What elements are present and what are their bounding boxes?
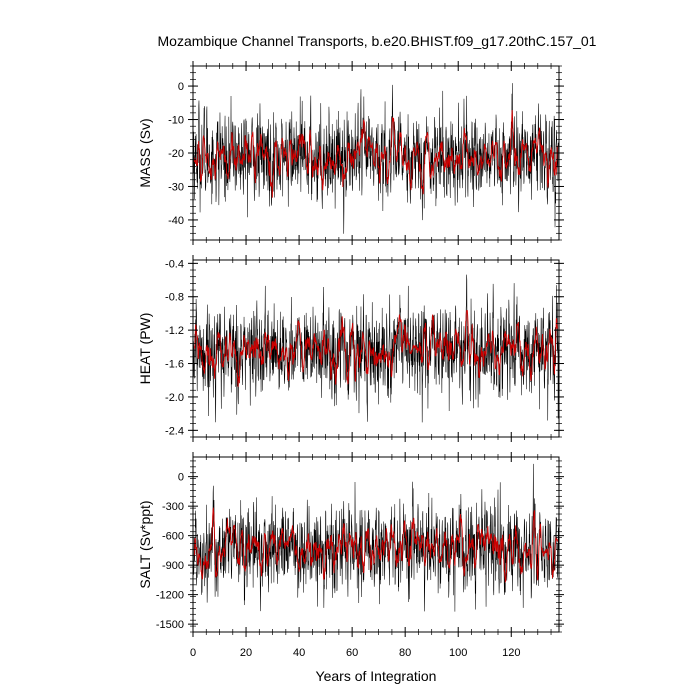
y-tick-label: -1200 <box>156 590 184 602</box>
y-tick-label: -600 <box>162 531 184 543</box>
y-tick-label: -1.2 <box>165 325 184 337</box>
y-tick-label: -10 <box>168 115 184 127</box>
y-tick-label: -300 <box>162 501 184 513</box>
y-axis-label: MASS (Sv) <box>137 118 153 187</box>
raw-series-line <box>192 463 560 612</box>
y-tick-label: -900 <box>162 560 184 572</box>
x-tick-label: 120 <box>502 647 520 659</box>
x-tick-label: 80 <box>399 647 411 659</box>
x-axis-label: Years of Integration <box>316 668 437 684</box>
panel-frame <box>192 456 560 633</box>
smoothed-series-line <box>193 310 558 387</box>
x-tick-label: 20 <box>240 647 252 659</box>
y-tick-label: 0 <box>178 472 184 484</box>
smoothed-series-line <box>193 506 558 584</box>
y-tick-label: -0.8 <box>165 292 184 304</box>
y-tick-label: -40 <box>168 215 184 227</box>
panel-1: 0 -10 -20 -30 -40 MASS (Sv) <box>137 61 564 245</box>
smoothed-series-line <box>193 109 558 198</box>
panel-2: -0.4 -0.8 -1.2 -1.6 -2.0 -2.4 HEAT (PW) <box>137 255 564 442</box>
panel-frame <box>192 259 560 438</box>
x-tick-label: 40 <box>293 647 305 659</box>
y-tick-label: 0 <box>178 81 184 93</box>
y-tick-label: -30 <box>168 181 184 193</box>
x-tick-label: 60 <box>346 647 358 659</box>
y-axis-label: SALT (Sv*ppt) <box>137 500 153 588</box>
panels-group: 0 -10 -20 -30 -40 MASS (Sv) -0.4 -0.8 -1.2 -1.6 -2… <box>137 61 564 659</box>
y-tick-label: -1500 <box>156 619 184 631</box>
x-tick-label: 100 <box>449 647 467 659</box>
y-tick-label: -0.4 <box>165 258 184 270</box>
y-tick-label: -1.6 <box>165 359 184 371</box>
panel-3: 0 -300 -600 -900 -1200 -1500 SALT (Sv*ppt) <box>137 452 564 637</box>
y-tick-label: -2.0 <box>165 392 184 404</box>
chart-title: Mozambique Channel Transports, b.e20.BHI… <box>158 33 597 49</box>
y-axis-label: HEAT (PW) <box>137 313 153 385</box>
y-tick-label: -2.4 <box>165 425 184 437</box>
y-tick-label: -20 <box>168 148 184 160</box>
x-tick-label: 0 <box>190 647 196 659</box>
